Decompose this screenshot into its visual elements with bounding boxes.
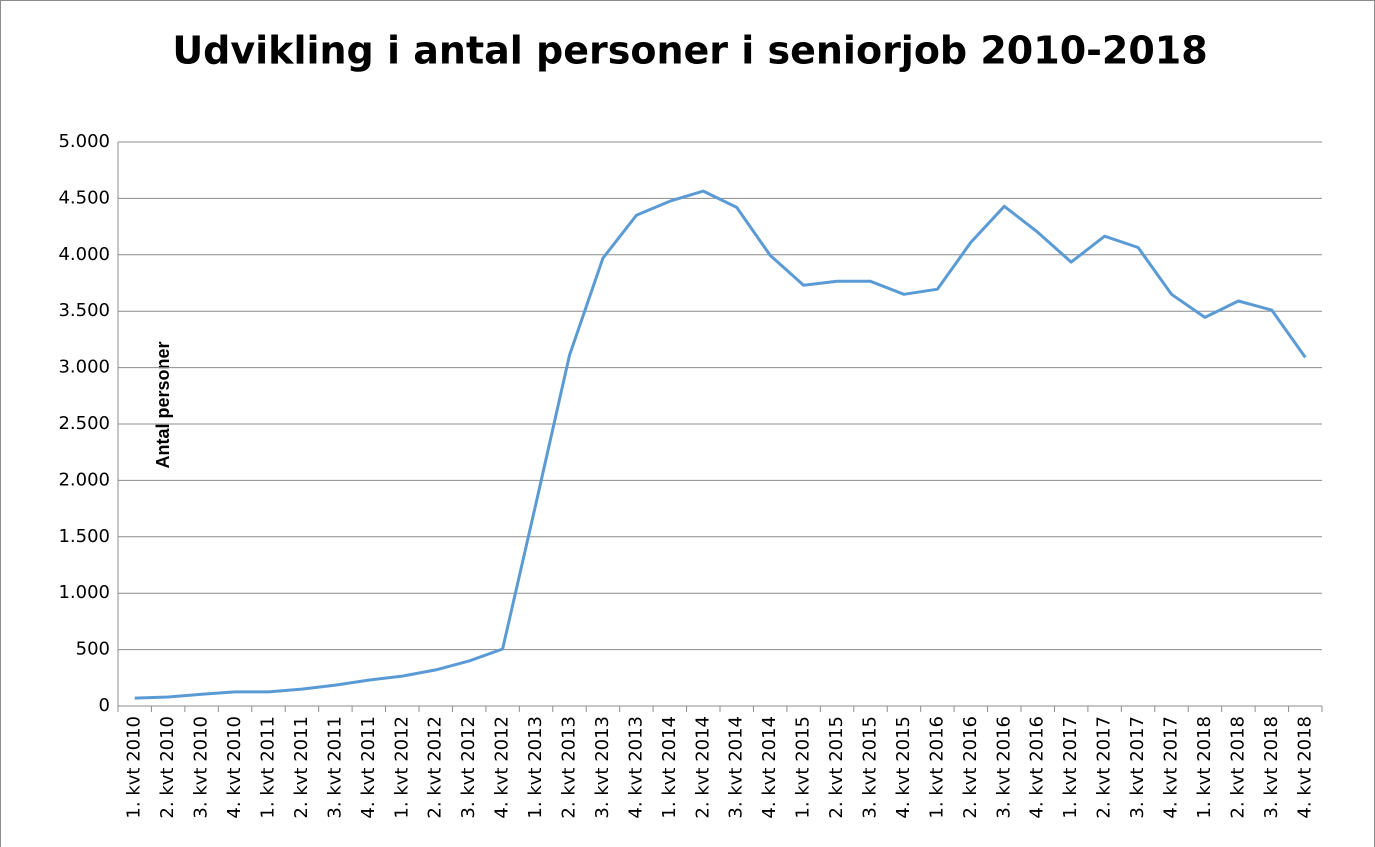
x-tick-label: 1. kvt 2013	[525, 716, 546, 819]
x-tick-label: 2. kvt 2018	[1227, 716, 1248, 819]
x-tick-label: 1. kvt 2010	[124, 716, 145, 819]
x-tick-label: 4. kvt 2010	[224, 716, 245, 819]
y-tick-label: 1.000	[58, 582, 110, 603]
x-tick-label: 4. kvt 2017	[1161, 716, 1182, 819]
y-tick-label: 2.500	[58, 413, 110, 434]
x-tick-label: 2. kvt 2014	[692, 716, 713, 819]
x-tick-label: 2. kvt 2012	[425, 716, 446, 819]
line-series	[134, 189, 1307, 700]
y-tick-label: 3.000	[58, 357, 110, 378]
x-tick-label: 4. kvt 2014	[759, 716, 780, 819]
x-tick-label: 3. kvt 2015	[860, 716, 881, 819]
x-tick-label: 3. kvt 2012	[458, 716, 479, 819]
x-tick-label: 2. kvt 2015	[826, 716, 847, 819]
x-tick-label: 2. kvt 2011	[291, 716, 312, 819]
x-tick-label: 2. kvt 2010	[157, 716, 178, 819]
x-tick-label: 1. kvt 2017	[1060, 716, 1081, 819]
x-tick-label: 1. kvt 2011	[258, 716, 279, 819]
y-tick-label: 1.500	[58, 526, 110, 547]
x-tick-label: 1. kvt 2016	[926, 716, 947, 819]
x-tick-label: 3. kvt 2014	[726, 716, 747, 819]
x-tick-label: 3. kvt 2016	[993, 716, 1014, 819]
x-tick-label: 4. kvt 2012	[492, 716, 513, 819]
x-tick-label: 3. kvt 2011	[324, 716, 345, 819]
y-tick-label: 0	[99, 695, 110, 716]
y-tick-label: 500	[76, 639, 110, 660]
chart-title: Udvikling i antal personer i seniorjob 2…	[172, 29, 1207, 73]
y-tick-label: 3.500	[58, 300, 110, 321]
x-tick-label: 3. kvt 2018	[1261, 716, 1282, 819]
x-tick-label: 4. kvt 2015	[893, 716, 914, 819]
x-tick-label: 1. kvt 2018	[1194, 716, 1215, 819]
x-tick-label: 4. kvt 2011	[358, 716, 379, 819]
y-tick-label: 2.000	[58, 469, 110, 490]
x-tick-label: 4. kvt 2018	[1294, 716, 1315, 819]
x-tick-label: 4. kvt 2016	[1027, 716, 1048, 819]
x-tick-label: 3. kvt 2010	[191, 716, 212, 819]
x-tick-label: 3. kvt 2017	[1127, 716, 1148, 819]
x-tick-label: 1. kvt 2014	[659, 716, 680, 819]
y-tick-label: 5.000	[58, 131, 110, 152]
x-tick-label: 2. kvt 2013	[559, 716, 580, 819]
x-tick-label: 4. kvt 2013	[625, 716, 646, 819]
x-tick-label: 1. kvt 2012	[391, 716, 412, 819]
x-tick-label: 2. kvt 2016	[960, 716, 981, 819]
x-tick-label: 3. kvt 2013	[592, 716, 613, 819]
y-tick-label: 4.000	[58, 244, 110, 265]
x-tick-label: 1. kvt 2015	[793, 716, 814, 819]
x-tick-label: 2. kvt 2017	[1094, 716, 1115, 819]
y-tick-label: 4.500	[58, 187, 110, 208]
y-axis-label: Antal personer	[153, 341, 173, 468]
